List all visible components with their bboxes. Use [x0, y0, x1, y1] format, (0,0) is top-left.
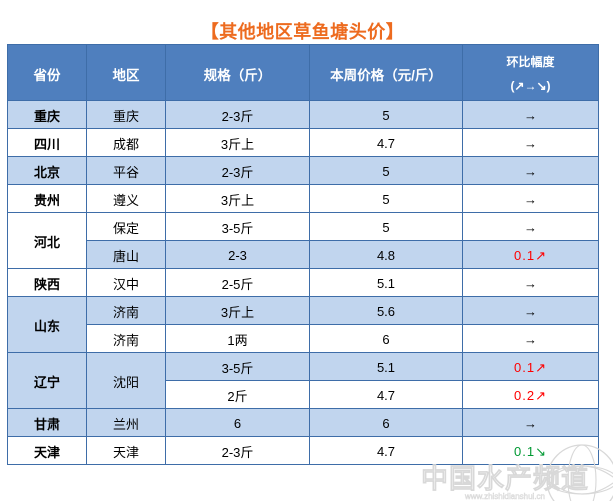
svg-text:中国水产频道: 中国水产频道	[421, 463, 589, 494]
svg-text:www.zhishidianshui.cn: www.zhishidianshui.cn	[464, 492, 545, 501]
